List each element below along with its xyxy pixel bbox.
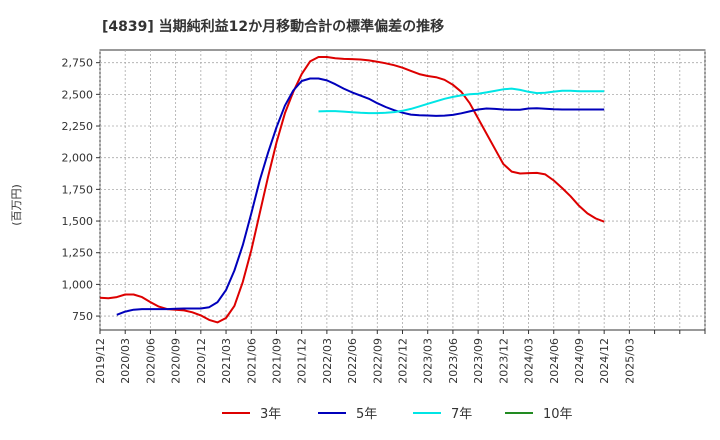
x-tick-label: 2024/09 [573,338,586,384]
legend: 3年 5年 7年 10年 [222,407,573,422]
x-tick-label: 2022/06 [346,338,359,384]
x-axis-ticks: 2019/12 2020/03 2020/06 2020/09 2020/12 2021/… [94,330,706,384]
x-tick-label: 2023/03 [422,338,435,384]
x-tick-label: 2024/03 [523,338,536,384]
x-tick-label: 2022/09 [371,338,384,384]
series-lines [99,56,605,324]
y-tick-label: 1,750 [62,183,94,196]
legend-label-1: 3年 [260,407,281,422]
legend-label-2: 5年 [356,407,377,422]
grid [99,50,706,330]
x-tick-label: 2022/03 [321,338,334,384]
y-tick-label: 1,500 [62,215,94,228]
y-axis-ticks: 750 1,000 1,250 1,500 1,750 2,000 2,250 2,500 2,… [62,57,100,323]
y-tick-label: 1,250 [62,247,94,260]
x-tick-label: 2021/06 [245,338,258,384]
legend-label-3: 7年 [451,407,472,422]
x-tick-label: 2023/06 [447,338,460,384]
x-tick-label: 2022/12 [397,338,410,384]
y-tick-label: 2,000 [62,152,94,165]
legend-label-4: 10年 [543,407,573,422]
x-tick-label: 2020/06 [144,338,157,384]
x-tick-label: 2023/12 [497,338,510,384]
series-line-1 [99,56,605,324]
x-tick-label: 2020/12 [195,338,208,384]
x-tick-label: 2023/09 [472,338,485,384]
y-axis-label: (百万円) [10,184,23,226]
x-tick-label: 2024/06 [548,338,561,384]
x-tick-label: 2021/03 [220,338,233,384]
series-line-2 [116,77,605,316]
x-tick-label: 2021/09 [270,338,283,384]
y-tick-label: 2,500 [62,88,94,101]
x-tick-label: 2025/03 [623,338,636,384]
x-tick-label: 2020/09 [170,338,183,384]
y-tick-label: 2,750 [62,57,94,70]
x-tick-label: 2020/03 [119,338,132,384]
chart-title: [4839] 当期純利益12か月移動合計の標準偏差の推移 [102,18,444,35]
y-tick-label: 750 [72,310,93,323]
x-tick-label: 2021/12 [296,338,309,384]
series-line-3 [318,87,605,115]
y-tick-label: 1,000 [62,278,94,291]
x-tick-label: 2024/12 [598,338,611,384]
y-tick-label: 2,250 [62,120,94,133]
x-tick-label: 2019/12 [94,338,107,384]
